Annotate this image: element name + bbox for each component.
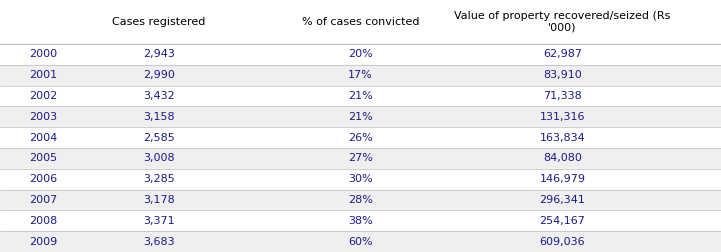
Text: 2,585: 2,585 [143, 133, 174, 143]
Text: 3,158: 3,158 [143, 112, 174, 122]
Bar [0, 190, 721, 210]
Text: 131,316: 131,316 [539, 112, 585, 122]
Text: 254,167: 254,167 [539, 216, 585, 226]
Bar [0, 148, 721, 169]
Text: 2001: 2001 [29, 70, 57, 80]
Bar [0, 169, 721, 190]
Bar [0, 106, 721, 127]
Text: 3,432: 3,432 [143, 91, 174, 101]
Text: 163,834: 163,834 [539, 133, 585, 143]
Text: 26%: 26% [348, 133, 373, 143]
Bar [0, 65, 721, 86]
Text: % of cases convicted: % of cases convicted [302, 17, 419, 27]
Text: 21%: 21% [348, 112, 373, 122]
Text: 146,979: 146,979 [539, 174, 585, 184]
Text: 17%: 17% [348, 70, 373, 80]
Text: 3,008: 3,008 [143, 153, 174, 164]
Text: 2006: 2006 [29, 174, 57, 184]
Text: 2,943: 2,943 [143, 49, 174, 59]
Text: Value of property recovered/seized (Rs
'000): Value of property recovered/seized (Rs '… [454, 11, 671, 33]
Text: 2008: 2008 [29, 216, 57, 226]
Text: 3,285: 3,285 [143, 174, 174, 184]
Text: 30%: 30% [348, 174, 373, 184]
Text: 3,683: 3,683 [143, 237, 174, 247]
Text: 2004: 2004 [29, 133, 57, 143]
Text: 2009: 2009 [29, 237, 57, 247]
Text: 3,371: 3,371 [143, 216, 174, 226]
Bar [0, 44, 721, 65]
Text: 2007: 2007 [29, 195, 57, 205]
Text: 27%: 27% [348, 153, 373, 164]
Text: 21%: 21% [348, 91, 373, 101]
Bar [0, 210, 721, 231]
Text: 84,080: 84,080 [543, 153, 582, 164]
Text: 28%: 28% [348, 195, 373, 205]
Text: 2,990: 2,990 [143, 70, 174, 80]
Text: 3,178: 3,178 [143, 195, 174, 205]
Text: 296,341: 296,341 [539, 195, 585, 205]
Text: 2002: 2002 [29, 91, 57, 101]
Text: 2000: 2000 [29, 49, 57, 59]
Text: 20%: 20% [348, 49, 373, 59]
Text: 71,338: 71,338 [543, 91, 582, 101]
Text: 62,987: 62,987 [543, 49, 582, 59]
Bar [0, 231, 721, 252]
Text: 38%: 38% [348, 216, 373, 226]
Text: 609,036: 609,036 [539, 237, 585, 247]
Bar [0, 127, 721, 148]
Text: 2003: 2003 [29, 112, 57, 122]
Text: 2005: 2005 [29, 153, 57, 164]
Text: 60%: 60% [348, 237, 373, 247]
Text: 83,910: 83,910 [543, 70, 582, 80]
Text: Cases registered: Cases registered [112, 17, 205, 27]
Bar [0, 86, 721, 106]
